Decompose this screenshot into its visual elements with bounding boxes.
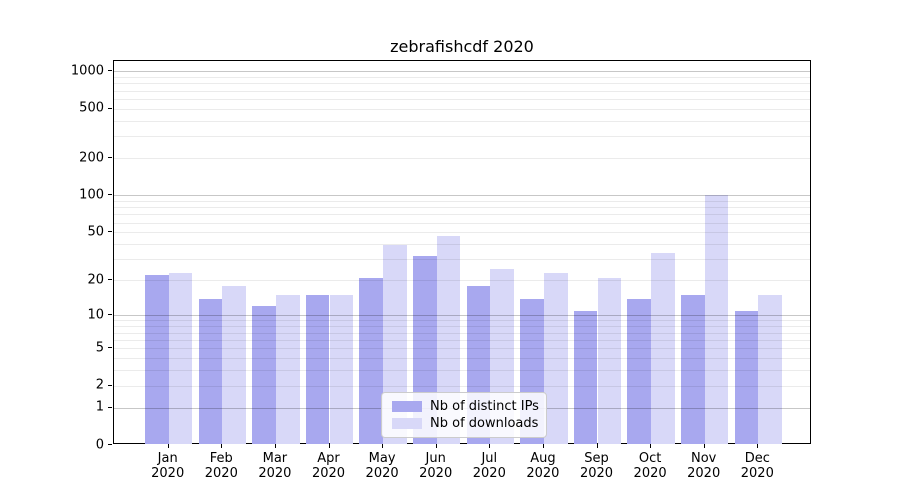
- x-tick-mark: [489, 444, 491, 448]
- x-tick-mark: [542, 444, 544, 448]
- bar-ips-apr: [305, 295, 330, 444]
- y-tick-label: 500: [79, 100, 104, 116]
- x-tick-mark: [167, 444, 169, 448]
- x-tick-mark: [650, 444, 652, 448]
- y-tick-label: 1000: [70, 63, 104, 79]
- x-tick-label: Apr 2020: [311, 451, 346, 481]
- plot-area: [113, 60, 811, 444]
- bar-downloads-mar: [275, 295, 300, 444]
- legend-swatch-downloads: [392, 418, 422, 429]
- x-tick-label: Jan 2020: [151, 451, 185, 481]
- y-tick-label: 0: [95, 437, 104, 452]
- x-tick-mark: [596, 444, 598, 448]
- bar-downloads-aug: [543, 273, 568, 444]
- y-tick-mark: [108, 384, 112, 386]
- x-tick-mark: [328, 444, 330, 448]
- y-tick-mark: [108, 157, 112, 159]
- y-tick-mark: [108, 347, 112, 349]
- bar-ips-oct: [627, 298, 652, 444]
- y-tick-label: 10: [87, 307, 104, 323]
- bar-downloads-jun: [436, 235, 461, 444]
- bar-ips-mar: [252, 306, 276, 444]
- legend-item-distinct-ips: Nb of distinct IPs: [392, 399, 539, 414]
- bar-downloads-sep: [597, 277, 622, 444]
- x-tick-label: Jun 2020: [419, 451, 453, 481]
- x-tick-mark: [703, 444, 705, 448]
- y-tick-label: 1: [95, 399, 104, 415]
- bar-downloads-oct: [651, 252, 675, 444]
- bar-downloads-nov: [704, 194, 729, 444]
- bar-downloads-feb: [222, 285, 246, 444]
- legend-swatch-distinct-ips: [392, 401, 422, 412]
- y-tick-mark: [108, 406, 112, 408]
- bar-ips-dec: [734, 310, 759, 444]
- bar-ips-sep: [573, 310, 598, 444]
- x-tick-label: Nov 2020: [687, 451, 721, 481]
- x-tick-label: Mar 2020: [258, 451, 292, 481]
- y-tick-label: 20: [87, 272, 104, 288]
- y-tick-label: 100: [79, 187, 104, 203]
- bar-ips-nov: [681, 295, 705, 444]
- legend-label-downloads: Nb of downloads: [430, 416, 539, 431]
- x-tick-label: Sep 2020: [579, 451, 614, 481]
- x-tick-label: Oct 2020: [633, 451, 667, 481]
- bar-ips-feb: [198, 298, 223, 444]
- x-tick-mark: [274, 444, 276, 448]
- x-tick-label: Jul 2020: [472, 451, 506, 481]
- x-tick-label: Dec 2020: [740, 451, 774, 481]
- chart-title: zebrafishcdf 2020: [390, 37, 534, 56]
- y-tick-mark: [108, 107, 112, 109]
- bar-downloads-apr: [329, 295, 354, 444]
- x-tick-label: Aug 2020: [526, 451, 560, 481]
- bar-downloads-dec: [758, 295, 782, 444]
- y-tick-label: 50: [87, 224, 104, 240]
- y-tick-mark: [108, 231, 112, 233]
- y-tick-mark: [108, 70, 112, 72]
- x-tick-mark: [435, 444, 437, 448]
- bars-layer: [114, 61, 810, 444]
- bar-ips-may: [359, 277, 384, 444]
- x-tick-mark: [382, 444, 384, 448]
- x-tick-label: May 2020: [365, 451, 399, 481]
- y-tick-label: 2: [95, 377, 104, 393]
- y-tick-mark: [108, 314, 112, 316]
- x-tick-label: Feb 2020: [204, 451, 238, 481]
- legend-label-distinct-ips: Nb of distinct IPs: [430, 399, 539, 414]
- x-tick-mark: [221, 444, 223, 448]
- y-tick-mark: [108, 194, 112, 196]
- legend: Nb of distinct IPs Nb of downloads: [381, 392, 547, 438]
- bar-downloads-jan: [168, 273, 193, 444]
- legend-item-downloads: Nb of downloads: [392, 416, 539, 431]
- bar-ips-jan: [145, 275, 169, 444]
- y-tick-label: 5: [95, 340, 104, 356]
- y-tick-label: 200: [79, 150, 104, 166]
- y-tick-mark: [108, 444, 112, 445]
- x-tick-mark: [757, 444, 759, 448]
- y-tick-mark: [108, 279, 112, 281]
